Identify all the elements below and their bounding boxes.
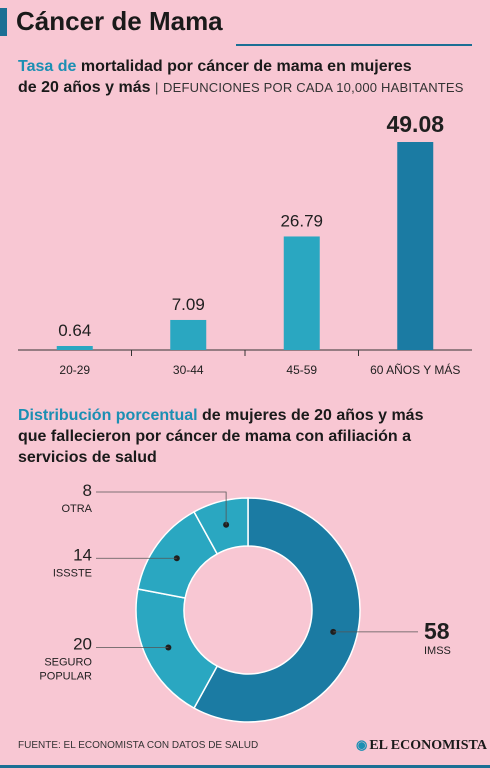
title-accent-bar — [0, 8, 7, 36]
bar-30-44 — [170, 319, 207, 350]
donut-category-label: ISSSTE — [53, 567, 92, 579]
bottom-rule — [0, 765, 490, 768]
bar-chart-heading-highlight: Tasa de — [18, 58, 77, 75]
donut-chart-heading-text: de mujeres de 20 años y más — [202, 407, 424, 424]
bar-category-label: 30-44 — [173, 363, 204, 377]
bar-value-label: 0.64 — [58, 321, 91, 340]
brand-logo: ◉ EL ECONOMISTA — [356, 737, 487, 754]
bar-value-label: 7.09 — [172, 295, 205, 314]
donut-chart-heading-highlight: Distribución porcentual — [18, 407, 198, 424]
donut-value-label: 58 — [424, 618, 450, 644]
donut-chart-heading: Distribución porcentual de mujeres de 20… — [18, 405, 478, 468]
donut-value-label: 8 — [83, 481, 92, 500]
donut-category-label: SEGURO — [44, 656, 92, 668]
source-note: FUENTE: EL ECONOMISTA CON DATOS DE SALUD — [18, 740, 259, 751]
brand-name: EL ECONOMISTA — [369, 738, 487, 753]
bar-chart-heading-line2: de 20 años y más — [18, 79, 151, 96]
donut-chart-heading-line2: que fallecieron por cáncer de mama con a… — [18, 428, 412, 445]
bar-45-59 — [283, 236, 320, 350]
bar-chart-subtitle-sep: | — [154, 80, 159, 95]
bar-chart-heading: Tasa de mortalidad por cáncer de mama en… — [18, 56, 478, 98]
callout-line — [96, 491, 227, 525]
bar-chart-heading-text: mortalidad por cáncer de mama en mujeres — [80, 58, 412, 75]
bar-value-label: 49.08 — [386, 111, 444, 137]
title-rule — [236, 44, 472, 46]
bar-value-label: 26.79 — [280, 211, 323, 230]
donut-slice-imss — [193, 497, 361, 723]
donut-category-label: IMSS — [424, 645, 451, 657]
bar-60-a-os-y-m-s — [397, 142, 434, 350]
bar-category-label: 60 AÑOS Y MÁS — [370, 362, 460, 377]
donut-slice-otra — [193, 497, 249, 555]
brand-globe-icon: ◉ — [356, 737, 368, 752]
donut-chart-heading-line3: servicios de salud — [18, 449, 157, 466]
donut-category-label: POPULAR — [39, 670, 92, 682]
bar-category-label: 20-29 — [59, 363, 90, 377]
donut-value-label: 14 — [73, 545, 92, 564]
bar-category-label: 45-59 — [286, 363, 317, 377]
donut-category-label: OTRA — [61, 503, 92, 515]
page-title: Cáncer de Mama — [16, 6, 223, 36]
bar-chart-subtitle: DEFUNCIONES POR CADA 10,000 HABITANTES — [163, 80, 464, 95]
donut-value-label: 20 — [73, 634, 92, 653]
bar-20-29 — [56, 346, 93, 350]
